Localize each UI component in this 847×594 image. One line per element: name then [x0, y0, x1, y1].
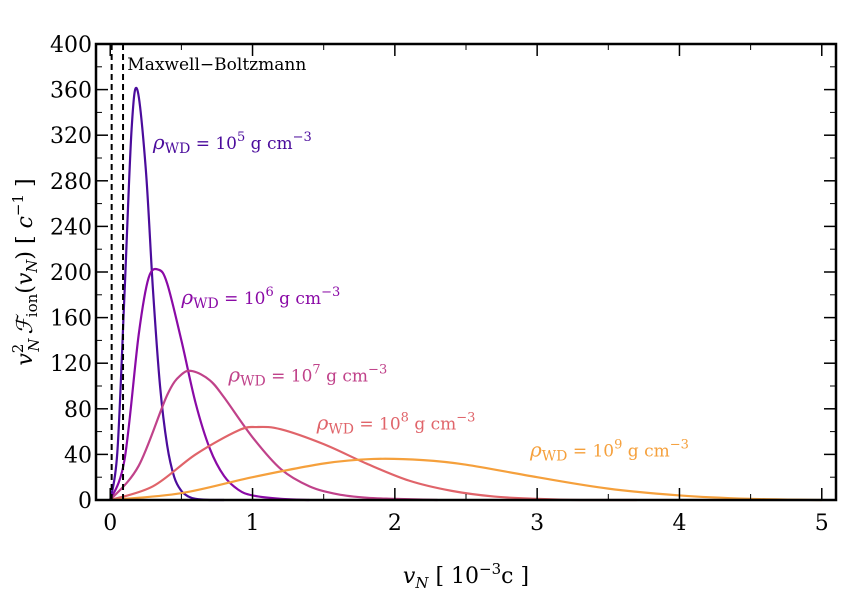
- series-line-6: [109, 267, 310, 502]
- series-layer: [109, 86, 822, 502]
- density-label-6: ρWD = 106 g cm−3: [180, 285, 340, 312]
- y-tick-label: 200: [50, 261, 92, 286]
- series-line-9: [110, 457, 822, 502]
- series-line-5: [109, 86, 225, 502]
- series-line-7: [109, 369, 438, 502]
- y-tick-label: 320: [50, 124, 92, 149]
- series-line-8: [109, 425, 637, 502]
- x-tick-label: 4: [672, 511, 686, 536]
- y-tick-label: 0: [78, 489, 92, 514]
- maxwell-boltzmann-layer: [110, 44, 125, 500]
- x-tick-label: 3: [530, 511, 544, 536]
- density-label-9: ρWD = 109 g cm−3: [529, 438, 689, 465]
- y-tick-label: 40: [64, 443, 92, 468]
- annotation-layer: Maxwell−Boltzmann ρWD = 105 g cm−3 ρWD = 1…: [127, 55, 689, 464]
- x-tick-label: 0: [103, 511, 117, 536]
- y-tick-label: 160: [50, 307, 92, 332]
- maxwell-boltzmann-label: Maxwell−Boltzmann: [127, 55, 306, 75]
- x-tick-label: 1: [246, 511, 260, 536]
- ticks-layer: [96, 43, 836, 501]
- y-tick-label: 360: [50, 79, 92, 104]
- y-tick-label: 120: [50, 352, 92, 377]
- x-axis-label: vN [ 10−3c ]: [403, 560, 529, 592]
- density-label-7: ρWD = 107 g cm−3: [227, 362, 387, 389]
- labels-layer: 0 40 80 120 160 200 240 280 320 360 400 0 1 2 3 4 5: [50, 33, 829, 536]
- x-tick-label: 5: [815, 511, 829, 536]
- y-tick-label: 240: [50, 215, 92, 240]
- y-tick-label: 80: [64, 398, 92, 423]
- y-tick-label: 400: [50, 33, 92, 58]
- density-label-5: ρWD = 105 g cm−3: [152, 130, 312, 157]
- density-label-8: ρWD = 108 g cm−3: [316, 410, 476, 437]
- y-tick-label: 280: [50, 170, 92, 195]
- y-axis-label: v2Nℱion(vN) [ c−1 ]: [9, 178, 43, 365]
- plot-frame: [94, 42, 838, 502]
- x-tick-label: 2: [388, 511, 402, 536]
